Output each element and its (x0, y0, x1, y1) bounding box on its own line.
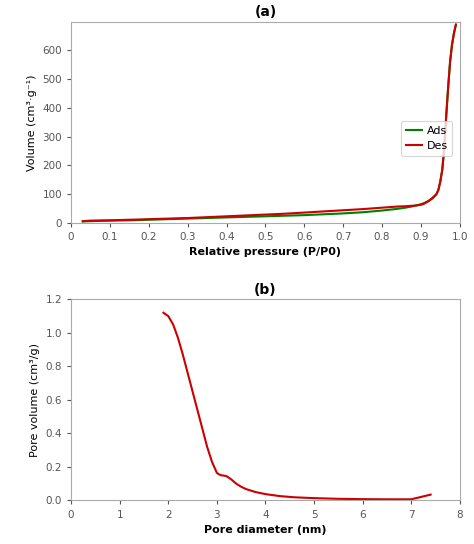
Ads (410, 203, 416, 209)
Des (387, 204, 392, 211)
Ads (387, 206, 392, 213)
Ads (418, 201, 424, 207)
Ads (127, 217, 132, 224)
Des (263, 211, 268, 218)
Ads (379, 207, 385, 214)
Ads (438, 178, 443, 184)
Des (402, 203, 408, 209)
Des (424, 199, 429, 206)
Legend: Ads, Des: Ads, Des (401, 121, 452, 156)
X-axis label: Pore diameter (nm): Pore diameter (nm) (204, 525, 327, 535)
Ads (402, 205, 408, 211)
Ads (88, 218, 93, 225)
Des (416, 202, 422, 208)
Des (414, 202, 420, 209)
Ads (443, 113, 449, 120)
Des (243, 212, 249, 219)
Des (146, 216, 152, 222)
Ads (426, 197, 431, 204)
Des (282, 211, 288, 217)
Des (127, 217, 132, 223)
Des (451, 30, 457, 36)
Des (340, 207, 346, 214)
Des (453, 21, 459, 28)
Des (439, 166, 445, 173)
Ads (263, 213, 268, 220)
Des (165, 215, 171, 222)
Ads (243, 214, 249, 220)
Y-axis label: Pore volume (cm³/g): Pore volume (cm³/g) (30, 343, 40, 457)
Des (224, 213, 229, 220)
Ads (441, 145, 447, 151)
Line: Des: Des (83, 24, 456, 221)
Ads (447, 59, 453, 65)
Ads (80, 218, 86, 225)
Des (138, 216, 144, 222)
Des (360, 206, 365, 212)
Des (445, 84, 451, 91)
Des (430, 194, 436, 201)
Ads (360, 209, 365, 215)
Ads (430, 195, 436, 202)
Ads (453, 21, 459, 28)
Des (447, 59, 453, 65)
Des (107, 217, 113, 224)
Des (428, 196, 433, 202)
Des (80, 218, 86, 225)
Ads (185, 215, 191, 222)
Des (379, 205, 385, 211)
Des (204, 214, 210, 220)
Des (434, 191, 439, 197)
Ads (449, 41, 455, 48)
Des (88, 218, 93, 224)
Ads (138, 217, 144, 223)
Des (449, 41, 455, 48)
Des (185, 215, 191, 221)
Ads (107, 218, 113, 224)
Des (406, 203, 412, 209)
Ads (282, 213, 288, 219)
Des (321, 208, 327, 215)
Des (418, 201, 424, 208)
Des (438, 178, 443, 184)
Des (301, 209, 307, 216)
Y-axis label: Volume (cm³·g⁻¹): Volume (cm³·g⁻¹) (27, 74, 37, 171)
Des (441, 145, 447, 151)
Ads (451, 30, 457, 36)
Des (420, 201, 426, 207)
Ads (434, 191, 439, 197)
Title: (b): (b) (254, 283, 277, 297)
Des (410, 202, 416, 209)
Ads (204, 215, 210, 221)
Ads (146, 217, 152, 223)
Ads (321, 211, 327, 218)
Des (436, 187, 441, 193)
Title: (a): (a) (255, 5, 276, 19)
Ads (436, 187, 441, 193)
Ads (165, 216, 171, 222)
Line: Ads: Ads (83, 24, 456, 221)
Ads (301, 212, 307, 218)
Ads (224, 214, 229, 221)
Des (395, 203, 401, 210)
Ads (439, 166, 445, 173)
Ads (395, 206, 401, 212)
Ads (340, 210, 346, 217)
X-axis label: Relative pressure (P/P0): Relative pressure (P/P0) (190, 248, 341, 257)
Ads (445, 84, 451, 91)
Des (443, 113, 449, 120)
Ads (422, 200, 428, 206)
Des (422, 200, 428, 207)
Des (426, 198, 431, 205)
